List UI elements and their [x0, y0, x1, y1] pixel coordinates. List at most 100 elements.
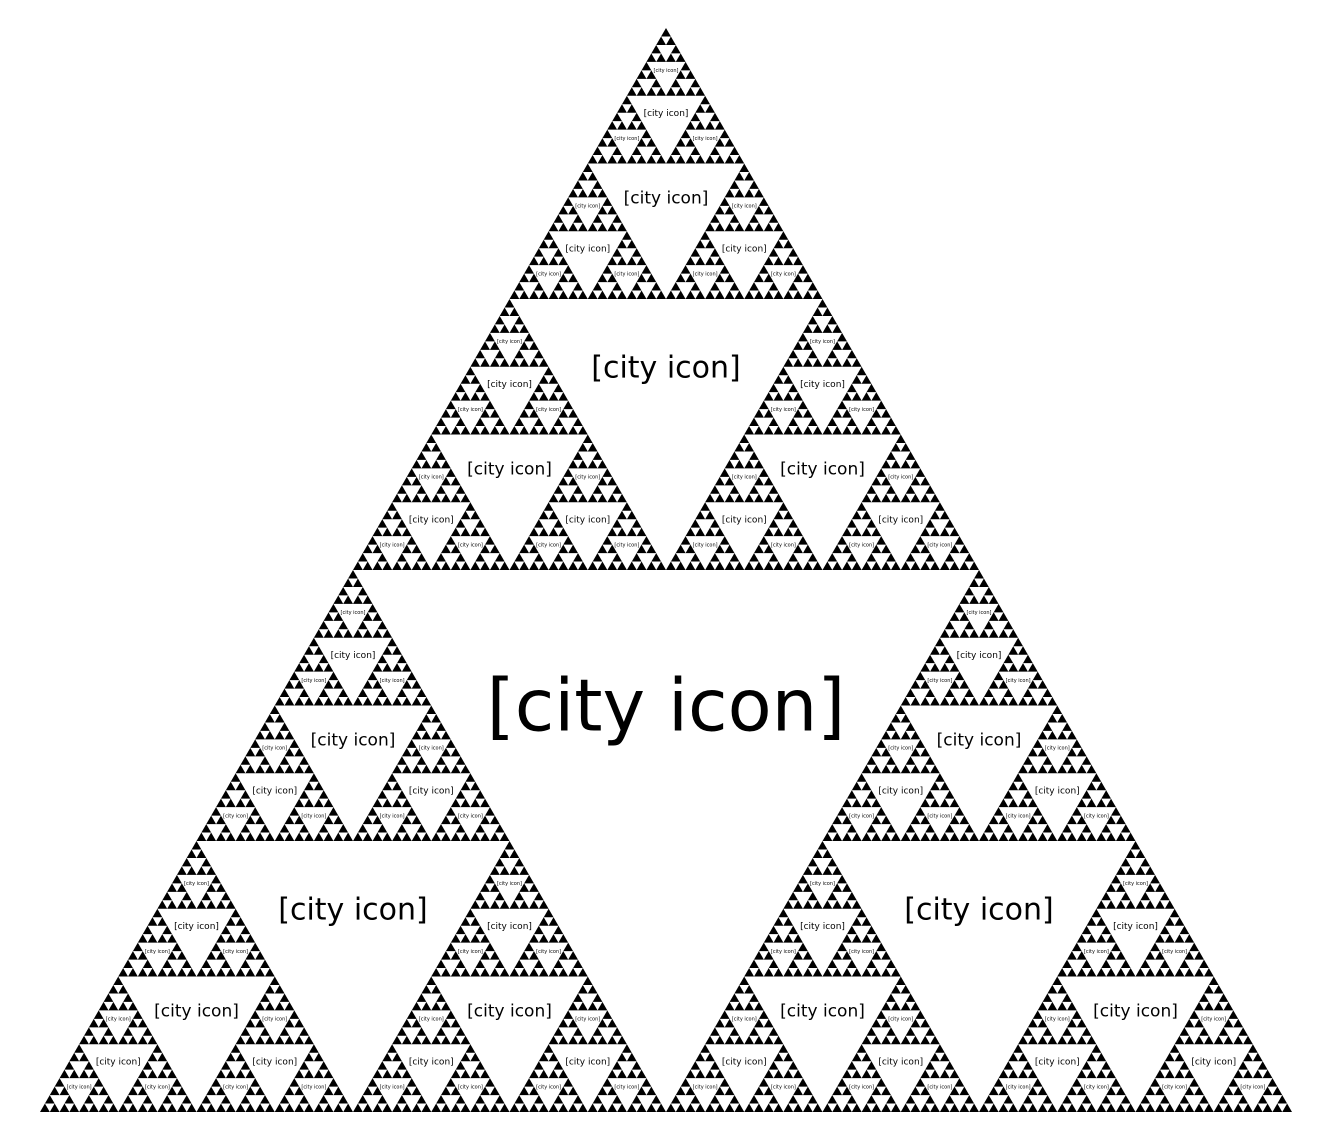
- fractal-hole: [842, 1078, 882, 1112]
- fractal-hole: [944, 832, 955, 841]
- fractal-hole: [905, 697, 916, 706]
- fractal-hole: [514, 866, 525, 875]
- fractal-hole: [264, 993, 285, 1011]
- fractal-hole: [905, 493, 916, 503]
- fractal-hole: [690, 1103, 701, 1112]
- city-icon: [city icon]: [1006, 1084, 1031, 1090]
- fractal-hole: [837, 815, 847, 825]
- fractal-hole: [519, 1095, 539, 1112]
- fractal-hole: [680, 273, 691, 283]
- fractal-hole: [460, 383, 481, 401]
- fractal-hole: [142, 1103, 153, 1112]
- fractal-hole: [392, 1044, 471, 1112]
- fractal-hole: [558, 1095, 578, 1112]
- fractal-hole: [612, 256, 622, 266]
- fractal-hole: [220, 934, 231, 943]
- city-icon: [city icon]: [67, 1084, 92, 1090]
- fractal-hole: [964, 832, 975, 841]
- city-icon: [city icon]: [1006, 678, 1031, 684]
- fractal-hole: [445, 951, 456, 960]
- fractal-hole: [245, 1095, 265, 1112]
- fractal-hole: [890, 993, 911, 1011]
- fractal-hole: [441, 756, 461, 774]
- city-icon: [city icon]: [591, 350, 741, 385]
- fractal-hole: [710, 155, 720, 164]
- fractal-hole: [920, 536, 960, 570]
- fractal-hole: [240, 1069, 251, 1079]
- fractal-hole: [465, 917, 476, 926]
- fractal-hole: [289, 815, 300, 825]
- fractal-hole: [524, 1086, 534, 1096]
- fractal-hole: [128, 959, 148, 977]
- city-icon: [city icon]: [409, 515, 454, 525]
- fractal-hole: [1023, 697, 1033, 706]
- fractal-hole: [533, 256, 544, 266]
- fractal-hole: [827, 832, 838, 841]
- fractal-hole: [602, 1018, 613, 1028]
- fractal-hole: [1062, 1103, 1072, 1112]
- fractal-hole: [529, 400, 569, 435]
- fractal-hole: [617, 519, 637, 537]
- city-icon: [city icon]: [96, 1057, 141, 1067]
- fractal-hole: [132, 1018, 143, 1028]
- fractal-hole: [876, 544, 887, 554]
- city-icon: [city icon]: [458, 949, 483, 955]
- fractal-hole: [773, 1061, 794, 1079]
- fractal-hole: [367, 1086, 378, 1096]
- fractal-hole: [494, 561, 505, 570]
- fractal-hole: [910, 553, 931, 570]
- fractal-hole: [108, 993, 129, 1011]
- fractal-hole: [318, 798, 329, 808]
- city-icon: [city icon]: [536, 407, 561, 413]
- fractal-hole: [670, 155, 681, 164]
- fractal-hole: [690, 87, 701, 96]
- city-icon: [city icon]: [223, 813, 248, 819]
- fractal-hole: [128, 1095, 148, 1112]
- fractal-hole: [675, 78, 696, 96]
- fractal-hole: [299, 764, 309, 774]
- city-icon: [city icon]: [849, 949, 874, 955]
- holes-layer: [44, 36, 1288, 1112]
- fractal-hole: [734, 451, 755, 469]
- fractal-hole: [362, 620, 383, 638]
- fractal-hole: [318, 832, 329, 841]
- fractal-hole: [577, 993, 598, 1011]
- fractal-hole: [846, 426, 857, 435]
- fractal-hole: [553, 222, 564, 232]
- fractal-hole: [690, 561, 701, 570]
- fractal-hole: [573, 968, 583, 977]
- fractal-hole: [612, 1035, 622, 1045]
- fractal-hole: [778, 1052, 789, 1062]
- fractal-hole: [514, 426, 525, 435]
- city-icon: [city icon]: [458, 1084, 483, 1090]
- fractal-hole: [788, 1069, 799, 1079]
- fractal-hole: [445, 815, 456, 825]
- fractal-hole: [866, 392, 877, 401]
- fractal-hole: [1013, 1052, 1024, 1062]
- fractal-hole: [553, 256, 564, 266]
- fractal-hole: [592, 290, 603, 299]
- fractal-hole: [436, 730, 446, 740]
- fractal-hole: [812, 857, 833, 875]
- fractal-hole: [719, 1086, 730, 1096]
- fractal-hole: [328, 1086, 339, 1096]
- fractal-hole: [1155, 1078, 1195, 1112]
- fractal-hole: [866, 934, 877, 943]
- fractal-hole: [577, 180, 598, 198]
- fractal-hole: [480, 349, 500, 367]
- city-icon: [city icon]: [888, 475, 913, 481]
- fractal-hole: [387, 510, 398, 520]
- fractal-hole: [264, 722, 285, 740]
- city-icon: [city icon]: [174, 922, 219, 932]
- fractal-hole: [754, 553, 774, 570]
- fractal-hole: [524, 273, 534, 283]
- fractal-hole: [401, 824, 422, 841]
- fractal-hole: [954, 815, 965, 825]
- fractal-hole: [974, 578, 984, 587]
- fractal-hole: [670, 87, 681, 96]
- fractal-hole: [729, 1103, 740, 1112]
- fractal-hole: [1042, 1001, 1053, 1011]
- fractal-hole: [778, 375, 789, 384]
- fractal-hole: [284, 1095, 305, 1112]
- fractal-hole: [240, 934, 251, 943]
